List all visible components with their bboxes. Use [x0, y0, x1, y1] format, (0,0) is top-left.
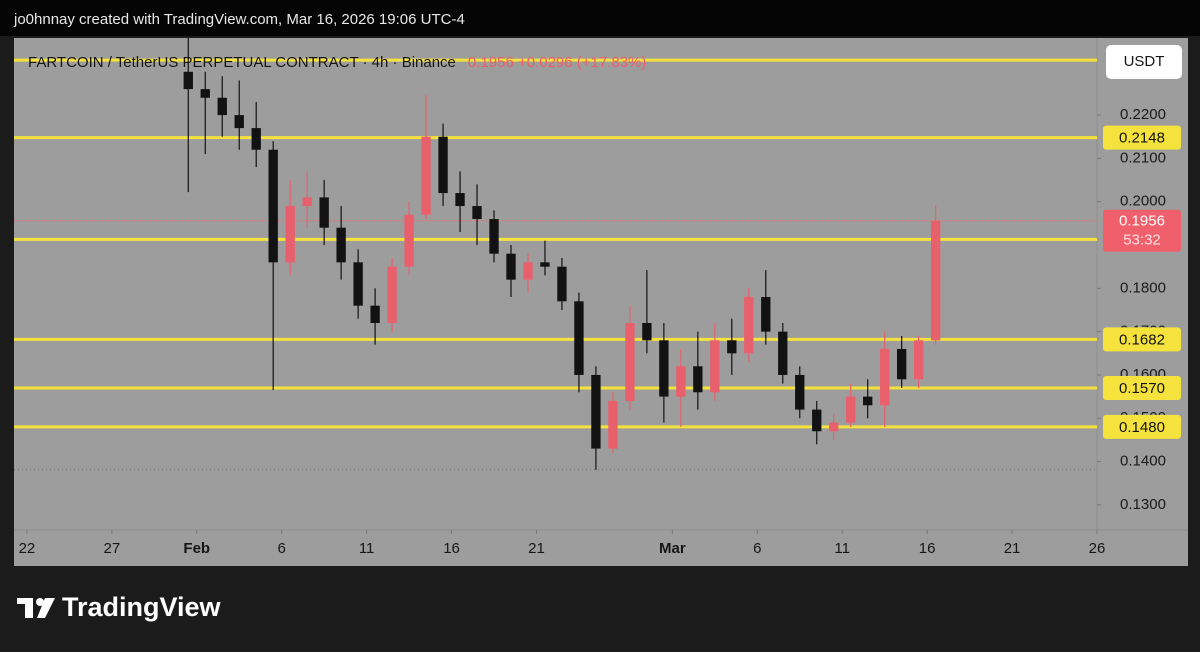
last-price-box — [1103, 209, 1181, 252]
candle-body — [778, 331, 788, 375]
candle-body — [353, 262, 363, 306]
axes: 0.22000.21000.20000.18000.17000.16000.15… — [19, 106, 1181, 557]
candle-body — [438, 136, 448, 194]
x-tick-label: 21 — [1004, 540, 1021, 557]
candle-body — [930, 220, 941, 341]
candle-body — [574, 301, 584, 375]
x-tick-label: 21 — [528, 540, 545, 557]
candle-body — [880, 348, 890, 406]
candle-body — [829, 422, 839, 432]
candle-body — [506, 253, 516, 280]
x-tick-label: 26 — [1089, 540, 1106, 557]
candle-body — [744, 296, 754, 354]
level-label: 0.2148 — [1119, 130, 1165, 147]
candle-body — [268, 149, 278, 263]
candle-body — [200, 89, 210, 98]
level-label-box — [1103, 414, 1181, 439]
candle-body — [727, 340, 737, 354]
y-tick-label: 0.2200 — [1120, 106, 1166, 123]
y-tick-label: 0.1800 — [1120, 279, 1166, 296]
candle-body — [302, 197, 312, 207]
candle-body — [217, 97, 227, 116]
level-label: 0.1682 — [1119, 331, 1165, 348]
candle-body — [693, 366, 703, 393]
logo — [17, 598, 55, 618]
y-tick-label: 0.1300 — [1120, 496, 1166, 513]
candle-body — [659, 340, 669, 397]
symbol: FARTCOIN / TetherUS PERPETUAL CONTRACT ·… — [28, 54, 456, 71]
candle-body — [285, 206, 295, 263]
logo-slash — [37, 598, 55, 618]
x-tick-label: 22 — [19, 540, 36, 557]
candle-body — [489, 219, 499, 254]
y-tick-label: 0.1400 — [1120, 453, 1166, 470]
candle-body — [812, 409, 822, 432]
x-tick-label: 27 — [103, 540, 120, 557]
candle-body — [608, 400, 618, 449]
candle-body — [557, 266, 567, 302]
level-label-box — [1103, 327, 1181, 352]
candle-body — [863, 396, 873, 406]
candle-body — [625, 322, 635, 401]
x-tick-label: 11 — [834, 540, 850, 557]
brand: TradingView — [62, 592, 222, 622]
candle-body — [642, 322, 652, 341]
chart-panel — [14, 38, 1188, 566]
currency-button[interactable] — [1106, 45, 1182, 79]
candle-body — [591, 374, 601, 449]
x-tick-label: 16 — [919, 540, 936, 557]
x-tick-label: 6 — [278, 540, 286, 557]
x-tick-label: 11 — [359, 540, 375, 557]
candle-body — [183, 71, 193, 90]
candle-body — [896, 348, 907, 380]
candle-body — [404, 214, 414, 267]
candle-body — [523, 262, 533, 280]
level-label: 0.1480 — [1119, 419, 1165, 436]
credit: jo0hnnay created with TradingView.com, M… — [13, 11, 465, 28]
level-label: 0.1570 — [1119, 380, 1165, 397]
candle-body — [540, 262, 550, 267]
candle-body — [319, 197, 329, 228]
candle-body — [387, 266, 397, 323]
candle-body — [251, 128, 261, 150]
logo-stem — [25, 598, 33, 618]
candle-body — [234, 115, 244, 129]
candle-body — [913, 340, 924, 380]
candle-body — [455, 193, 465, 207]
currency[interactable]: USDT — [1124, 53, 1165, 70]
level-label-box — [1103, 375, 1181, 400]
candle-body — [676, 366, 686, 397]
level-label-box — [1103, 125, 1181, 150]
last-price-label: 0.1956 — [1119, 213, 1165, 230]
x-tick-label: 6 — [753, 540, 761, 557]
y-tick-label: 0.2100 — [1120, 149, 1166, 166]
x-tick-label: Mar — [659, 540, 686, 557]
candle-body — [795, 374, 805, 410]
candle-body — [336, 227, 346, 263]
quote: 0.1956 +0.0296 (+17.83%) — [468, 54, 646, 71]
x-tick-label: 16 — [443, 540, 460, 557]
candle-body — [370, 305, 380, 323]
x-tick-label: Feb — [183, 540, 210, 557]
logo-dot — [36, 598, 44, 606]
candle-body — [846, 396, 856, 423]
y-tick-label: 0.2000 — [1120, 193, 1166, 210]
top-bar — [0, 0, 1200, 36]
candle-body — [421, 136, 431, 215]
candle-body — [472, 206, 482, 220]
plot-area — [14, 38, 1097, 471]
countdown: 53:32 — [1123, 232, 1161, 249]
candle-body — [710, 340, 720, 393]
candle-body — [761, 296, 771, 332]
